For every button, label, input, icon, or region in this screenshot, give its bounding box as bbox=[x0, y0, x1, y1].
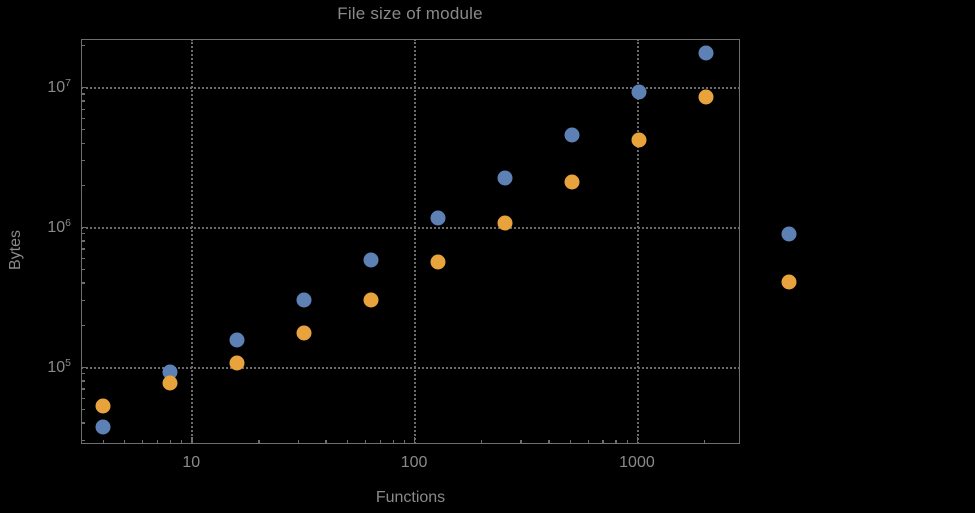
gridline-horizontal bbox=[81, 86, 740, 89]
chart-title: File size of module bbox=[337, 4, 483, 23]
legend-marker-orange[interactable] bbox=[781, 274, 797, 290]
y-axis-minor-tick bbox=[81, 397, 85, 399]
data-point bbox=[631, 84, 647, 100]
x-axis-minor-tick bbox=[704, 440, 706, 444]
x-axis-minor-tick bbox=[520, 440, 522, 444]
x-axis-minor-tick bbox=[156, 440, 159, 444]
x-axis-minor-tick bbox=[569, 440, 572, 444]
x-axis-minor-tick bbox=[481, 440, 483, 444]
y-axis-tick-label: 105 bbox=[47, 356, 71, 376]
x-axis-minor-tick bbox=[102, 440, 104, 444]
x-axis-minor-tick bbox=[169, 440, 171, 444]
data-point bbox=[698, 45, 714, 61]
y-axis-tick bbox=[81, 226, 88, 229]
x-axis-minor-tick bbox=[141, 440, 144, 444]
x-axis-minor-tick bbox=[181, 440, 183, 444]
y-axis-minor-tick bbox=[81, 44, 85, 47]
x-axis-minor-tick bbox=[364, 440, 366, 444]
y-axis-minor-tick bbox=[81, 160, 85, 162]
x-axis-minor-tick bbox=[626, 440, 629, 444]
x-axis-minor-tick bbox=[297, 440, 299, 444]
y-axis-minor-tick bbox=[81, 142, 85, 144]
y-axis-minor-tick bbox=[81, 93, 85, 95]
y-axis-tick-label: 107 bbox=[47, 76, 71, 97]
x-axis-tick bbox=[191, 437, 193, 444]
y-axis-minor-tick bbox=[81, 388, 85, 390]
gridline-horizontal bbox=[81, 226, 740, 229]
x-axis-minor-tick bbox=[325, 440, 327, 444]
y-axis-minor-tick bbox=[81, 373, 85, 375]
plot-frame-border bbox=[81, 39, 740, 444]
data-point bbox=[430, 210, 446, 226]
x-axis-minor-tick bbox=[403, 440, 406, 444]
y-axis-tick bbox=[81, 366, 88, 368]
x-axis-minor-tick bbox=[587, 440, 589, 444]
x-axis-minor-tick bbox=[602, 440, 604, 444]
legend-marker-blue[interactable] bbox=[781, 226, 797, 242]
data-point bbox=[162, 375, 178, 391]
y-axis-minor-tick bbox=[81, 108, 85, 110]
x-axis-title: Functions bbox=[375, 489, 446, 506]
data-point bbox=[363, 292, 379, 308]
data-point bbox=[95, 398, 111, 414]
data-point bbox=[497, 215, 513, 231]
data-point bbox=[296, 292, 312, 308]
x-axis-minor-tick bbox=[258, 440, 260, 444]
gridline-horizontal bbox=[81, 366, 740, 369]
y-axis-minor-tick bbox=[81, 422, 85, 424]
data-point bbox=[363, 252, 379, 268]
y-axis-minor-tick bbox=[81, 117, 85, 120]
data-point bbox=[229, 355, 245, 371]
data-point bbox=[229, 332, 245, 348]
gridline-vertical bbox=[414, 39, 417, 444]
y-axis-minor-tick bbox=[81, 408, 85, 411]
x-axis-minor-tick bbox=[379, 440, 381, 444]
y-axis-minor-tick bbox=[81, 299, 85, 302]
data-point bbox=[95, 419, 111, 435]
y-axis-minor-tick bbox=[81, 324, 85, 326]
data-point bbox=[497, 170, 513, 186]
y-axis-minor-tick bbox=[81, 100, 85, 102]
y-axis-minor-tick bbox=[81, 184, 85, 186]
y-axis-minor-tick bbox=[81, 233, 85, 235]
y-axis-minor-tick bbox=[81, 282, 85, 284]
gridline-vertical bbox=[191, 39, 194, 444]
y-axis-minor-tick bbox=[81, 129, 85, 131]
y-axis-minor-tick bbox=[81, 380, 85, 382]
data-point bbox=[430, 254, 446, 270]
y-axis-title: Bytes bbox=[7, 230, 24, 271]
x-axis-minor-tick bbox=[347, 440, 349, 444]
x-axis-tick bbox=[414, 437, 416, 444]
tick-mark-layer bbox=[81, 39, 740, 444]
x-axis-minor-tick bbox=[124, 440, 126, 444]
plot-area bbox=[81, 39, 740, 444]
x-axis-tick-label: 10 bbox=[182, 454, 201, 471]
y-axis-tick bbox=[81, 86, 88, 89]
x-axis-tick bbox=[636, 437, 639, 444]
data-point bbox=[564, 127, 580, 143]
x-axis-tick-label: 100 bbox=[400, 454, 428, 471]
y-axis-minor-tick bbox=[81, 439, 85, 442]
y-axis-tick-label: 106 bbox=[47, 216, 71, 236]
x-axis-minor-tick bbox=[548, 440, 550, 444]
x-axis-minor-tick bbox=[615, 440, 617, 444]
data-point bbox=[631, 132, 647, 148]
data-point bbox=[698, 89, 714, 105]
y-axis-minor-tick bbox=[81, 248, 85, 250]
x-axis-tick-label: 1000 bbox=[619, 454, 655, 471]
y-axis-minor-tick bbox=[81, 268, 85, 271]
data-point bbox=[564, 174, 580, 190]
y-axis-minor-tick bbox=[81, 257, 85, 260]
gridline-vertical bbox=[636, 39, 639, 444]
y-axis-minor-tick bbox=[81, 240, 85, 242]
x-axis-minor-tick bbox=[392, 440, 394, 444]
data-point bbox=[296, 325, 312, 341]
